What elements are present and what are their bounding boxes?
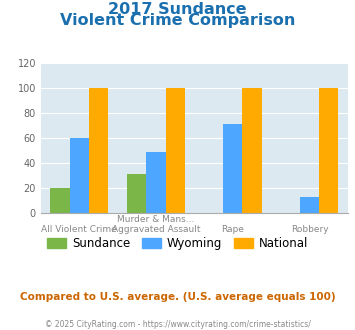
Text: Robbery: Robbery bbox=[291, 225, 328, 234]
Text: Violent Crime Comparison: Violent Crime Comparison bbox=[60, 13, 295, 28]
Legend: Sundance, Wyoming, National: Sundance, Wyoming, National bbox=[42, 232, 313, 255]
Bar bbox=[242, 88, 262, 213]
Text: 2017 Sundance: 2017 Sundance bbox=[108, 2, 247, 16]
Bar bbox=[127, 174, 146, 213]
Bar bbox=[223, 124, 242, 213]
Bar bbox=[70, 138, 89, 213]
Text: Aggravated Assault: Aggravated Assault bbox=[112, 225, 200, 234]
Text: Rape: Rape bbox=[221, 225, 244, 234]
Bar bbox=[165, 88, 185, 213]
Text: © 2025 CityRating.com - https://www.cityrating.com/crime-statistics/: © 2025 CityRating.com - https://www.city… bbox=[45, 320, 310, 329]
Text: Compared to U.S. average. (U.S. average equals 100): Compared to U.S. average. (U.S. average … bbox=[20, 292, 335, 302]
Bar bbox=[319, 88, 338, 213]
Bar bbox=[300, 197, 319, 213]
Bar bbox=[50, 188, 70, 213]
Text: Murder & Mans...: Murder & Mans... bbox=[117, 215, 195, 224]
Bar bbox=[146, 151, 165, 213]
Bar bbox=[89, 88, 108, 213]
Text: All Violent Crime: All Violent Crime bbox=[41, 225, 117, 234]
